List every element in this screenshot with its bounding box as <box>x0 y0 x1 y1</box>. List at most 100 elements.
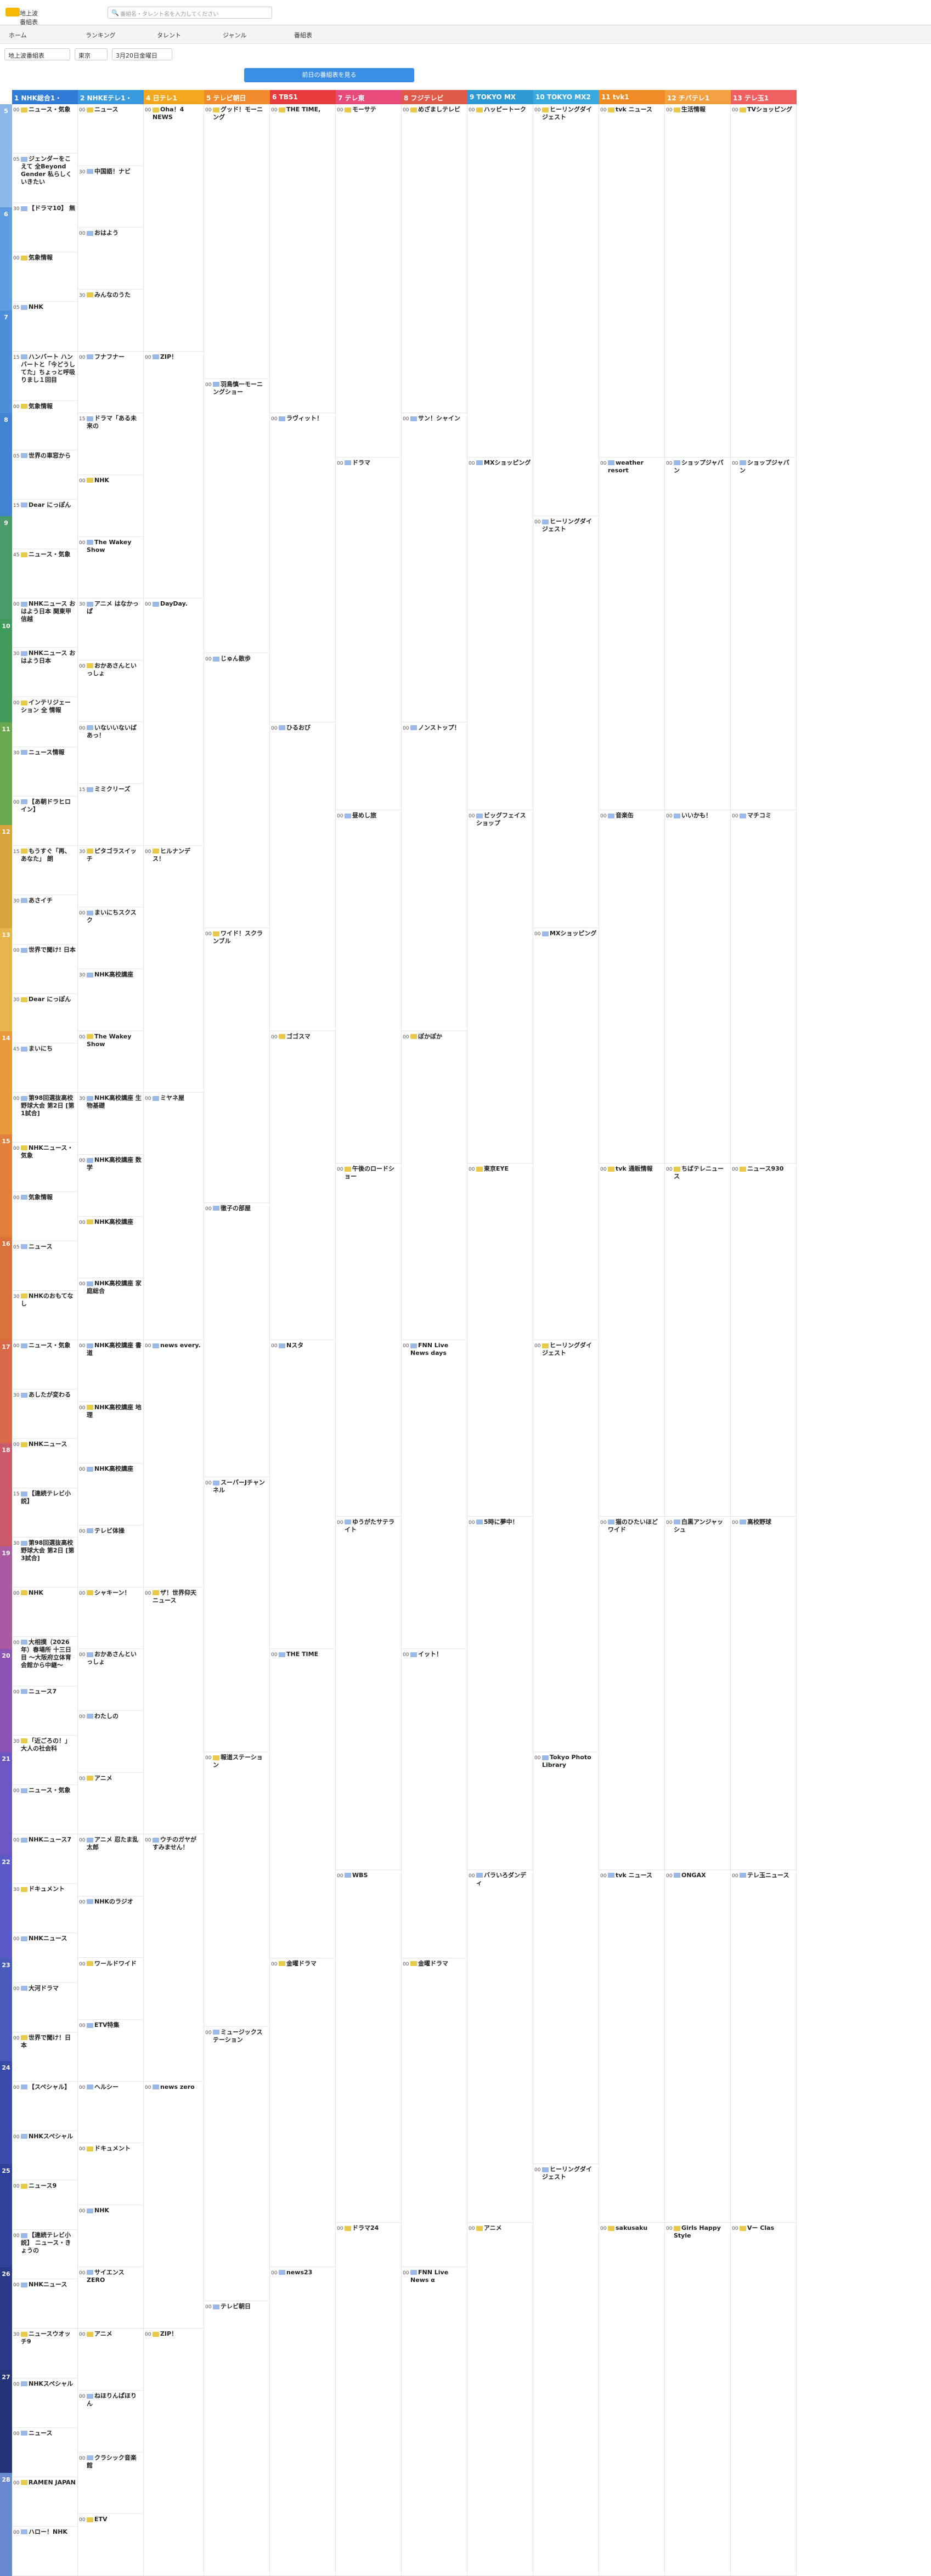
program-cell[interactable]: 00 RAMEN JAPAN <box>12 2477 77 2527</box>
program-cell[interactable]: 00 sakusaku <box>599 2223 664 2576</box>
program-cell[interactable]: 00 大河ドラマ <box>12 1983 77 2032</box>
menu-schedule[interactable]: 番組表 <box>294 32 312 39</box>
program-cell[interactable]: 00 ニュース7 <box>12 1686 77 1736</box>
program-cell[interactable]: 00 おはよう <box>78 228 143 290</box>
program-cell[interactable]: 00 NHK高校講座 数学 <box>78 1155 143 1217</box>
program-cell[interactable]: 00 news every. <box>144 1340 204 1588</box>
program-cell[interactable]: 00 【スペシャル】 <box>12 2082 77 2131</box>
program-cell[interactable]: 00 NHK高校講座 <box>78 1464 143 1526</box>
program-cell[interactable]: 00 ニュース・気象 <box>12 104 77 154</box>
channel-header-cell[interactable]: 7 テレ東 <box>336 90 402 104</box>
channel-header-cell[interactable]: 5 テレビ朝日 <box>204 90 270 104</box>
program-cell[interactable]: 00 ヒーリングダイジェスト <box>533 516 599 928</box>
program-cell[interactable]: 00 ドキュメント <box>78 2143 143 2206</box>
program-cell[interactable]: 00 ワールドワイド <box>78 1958 143 2020</box>
channel-header-cell[interactable]: 9 TOKYO MX <box>467 90 533 104</box>
program-cell[interactable]: 00 tvk ニュース <box>599 104 664 457</box>
prev-day-button[interactable]: 前日の番組表を見る <box>244 68 414 82</box>
program-cell[interactable]: 00 ZIP！ <box>144 2329 204 2576</box>
program-cell[interactable]: 00 MXショッピング <box>467 457 533 811</box>
program-cell[interactable]: 00 ニュース930 <box>731 1163 796 1517</box>
search-input[interactable]: 🔍 番組名・タレント名を入力してください <box>108 7 272 19</box>
program-cell[interactable]: 00 Nスタ <box>270 1340 335 1649</box>
program-cell[interactable]: 00 まいにちスクスク <box>78 907 143 970</box>
program-cell[interactable]: 00 ドラマ24 <box>336 2223 401 2576</box>
program-cell[interactable]: 00 テレビ体操 <box>78 1526 143 1588</box>
program-cell[interactable]: 00 アニメ <box>467 2223 533 2576</box>
program-cell[interactable]: 00 TVショッピング <box>731 104 796 457</box>
program-cell[interactable]: 00 The Wakey Show <box>78 537 143 599</box>
program-cell[interactable]: 00 NHKスペシャル <box>12 2131 77 2181</box>
program-cell[interactable]: 30 ドキュメント <box>12 1884 77 1934</box>
program-cell[interactable]: 00 NHKニュース・気象 <box>12 1143 77 1192</box>
program-cell[interactable]: 30 Dear にっぽん <box>12 994 77 1044</box>
program-cell[interactable]: 00 ラヴィット！ <box>270 413 335 722</box>
program-cell[interactable]: 00 ヒルナンデス！ <box>144 846 204 1093</box>
program-cell[interactable]: 00 クラシック音楽館 <box>78 2453 143 2515</box>
program-cell[interactable]: 00 いないいないばあっ！ <box>78 722 143 784</box>
program-cell[interactable]: 00 news zero <box>144 2082 204 2329</box>
program-cell[interactable]: 00 ザ！世界仰天ニュース <box>144 1588 204 1835</box>
date-select[interactable]: 3月20日金曜日 <box>112 48 172 60</box>
program-cell[interactable]: 00 NHK <box>78 2205 143 2267</box>
program-cell[interactable]: 00 猫のひたいほどワイド <box>599 1517 664 1870</box>
program-cell[interactable]: 00 サン！シャイン <box>402 413 467 722</box>
program-cell[interactable]: 15 ミミクリーズ <box>78 784 143 846</box>
program-cell[interactable]: 00 ハッピートーク <box>467 104 533 457</box>
program-cell[interactable]: 00 MXショッピング <box>533 928 599 1340</box>
program-cell[interactable]: 30 ピタゴラスイッチ <box>78 846 143 908</box>
program-cell[interactable]: 00 東京EYE <box>467 1163 533 1517</box>
program-cell[interactable]: 00 金曜ドラマ <box>270 1958 335 2267</box>
program-cell[interactable]: 00 NHK <box>78 475 143 537</box>
program-cell[interactable]: 00 マチコミ <box>731 810 796 1164</box>
program-cell[interactable]: 00 NHK高校講座 家庭総合 <box>78 1278 143 1340</box>
program-cell[interactable]: 05 ジェンダーをこえて 全Beyond Gender 私らしくいきたい <box>12 154 77 204</box>
program-cell[interactable]: 15 もうすぐ「再、あなた」 朗 <box>12 846 77 895</box>
program-cell[interactable]: 30 あさイチ <box>12 895 77 945</box>
program-cell[interactable]: 00 news23 <box>270 2267 335 2576</box>
program-cell[interactable]: 30 あしたが変わる <box>12 1389 77 1439</box>
program-cell[interactable]: 00 ヘルシー <box>78 2082 143 2144</box>
program-cell[interactable]: 00 おかあさんといっしょ <box>78 1649 143 1711</box>
program-cell[interactable]: 00 第98回選抜高校野球大会 第2日 [第1試合] <box>12 1093 77 1143</box>
program-cell[interactable]: 00 tvk 通販情報 <box>599 1163 664 1517</box>
program-cell[interactable]: 00 ちばテレニュース <box>665 1163 730 1517</box>
program-cell[interactable]: 00 ゴゴスマ <box>270 1031 335 1340</box>
program-cell[interactable]: 00 ゆうがたサテライト <box>336 1517 401 1870</box>
program-cell[interactable]: 00 ONGAX <box>665 1870 730 2223</box>
program-cell[interactable]: 30 みんなのうた <box>78 290 143 352</box>
program-cell[interactable]: 45 ニュース・気象 <box>12 549 77 599</box>
program-cell[interactable]: 00 ワイド！スクランブル <box>204 928 269 1203</box>
program-cell[interactable]: 15 ハンバート ハンバートと「今どうしてた」ちょっと呼吸りまし１回目 <box>12 352 77 401</box>
program-cell[interactable]: 15 ドラマ「ある未来の <box>78 413 143 475</box>
program-cell[interactable]: 00 【あ朝ドラヒロイン】 <box>12 796 77 846</box>
program-cell[interactable]: 00 おかあさんといっしょ <box>78 660 143 722</box>
program-cell[interactable]: 00 Girls Happy Style <box>665 2223 730 2576</box>
program-cell[interactable]: 00 NHKニュース <box>12 1933 77 1983</box>
program-cell[interactable]: 00 FNN Live News days <box>402 1340 467 1649</box>
type-select[interactable]: 地上波番組表 <box>4 48 70 60</box>
program-cell[interactable]: 00 ウチのガヤがすみません！ <box>144 1834 204 2082</box>
program-cell[interactable]: 00 白黒アンジャッシュ <box>665 1517 730 1870</box>
program-cell[interactable]: 00 報道ステーション <box>204 1752 269 2027</box>
program-cell[interactable]: 00 じゅん散歩 <box>204 653 269 928</box>
program-cell[interactable]: 00 ひるおび <box>270 722 335 1031</box>
program-cell[interactable]: 00 Tokyo Photo Library <box>533 1752 599 2164</box>
menu-genre[interactable]: ジャンル <box>223 32 247 39</box>
channel-header-cell[interactable]: 1 NHK総合1・ <box>12 90 78 104</box>
program-cell[interactable]: 00 【連続テレビ小説】 ニュース・きょうの <box>12 2230 77 2280</box>
program-cell[interactable]: 00 ニュース9 <box>12 2180 77 2230</box>
program-cell[interactable]: 00 イット！ <box>402 1649 467 1958</box>
program-cell[interactable]: 00 ETV特集 <box>78 2020 143 2082</box>
program-cell[interactable]: 00 音楽缶 <box>599 810 664 1164</box>
program-cell[interactable]: 00 ねほりんぱほりん <box>78 2391 143 2453</box>
program-cell[interactable]: 00 NHK高校講座 書道 <box>78 1340 143 1402</box>
program-cell[interactable]: 05 ニュース <box>12 1241 77 1291</box>
program-cell[interactable]: 00 ドラマ <box>336 457 401 811</box>
program-cell[interactable]: 00 シャキーン！ <box>78 1588 143 1649</box>
program-cell[interactable]: 00 FNN Live News α <box>402 2267 467 2576</box>
program-cell[interactable]: 00 NHKニュース おはよう日本 関東甲信越 <box>12 598 77 648</box>
program-cell[interactable]: 00 アニメ <box>78 1773 143 1835</box>
program-cell[interactable]: 00 ヒーリングダイジェスト <box>533 2164 599 2576</box>
program-cell[interactable]: 05 世界の車窓から <box>12 450 77 500</box>
